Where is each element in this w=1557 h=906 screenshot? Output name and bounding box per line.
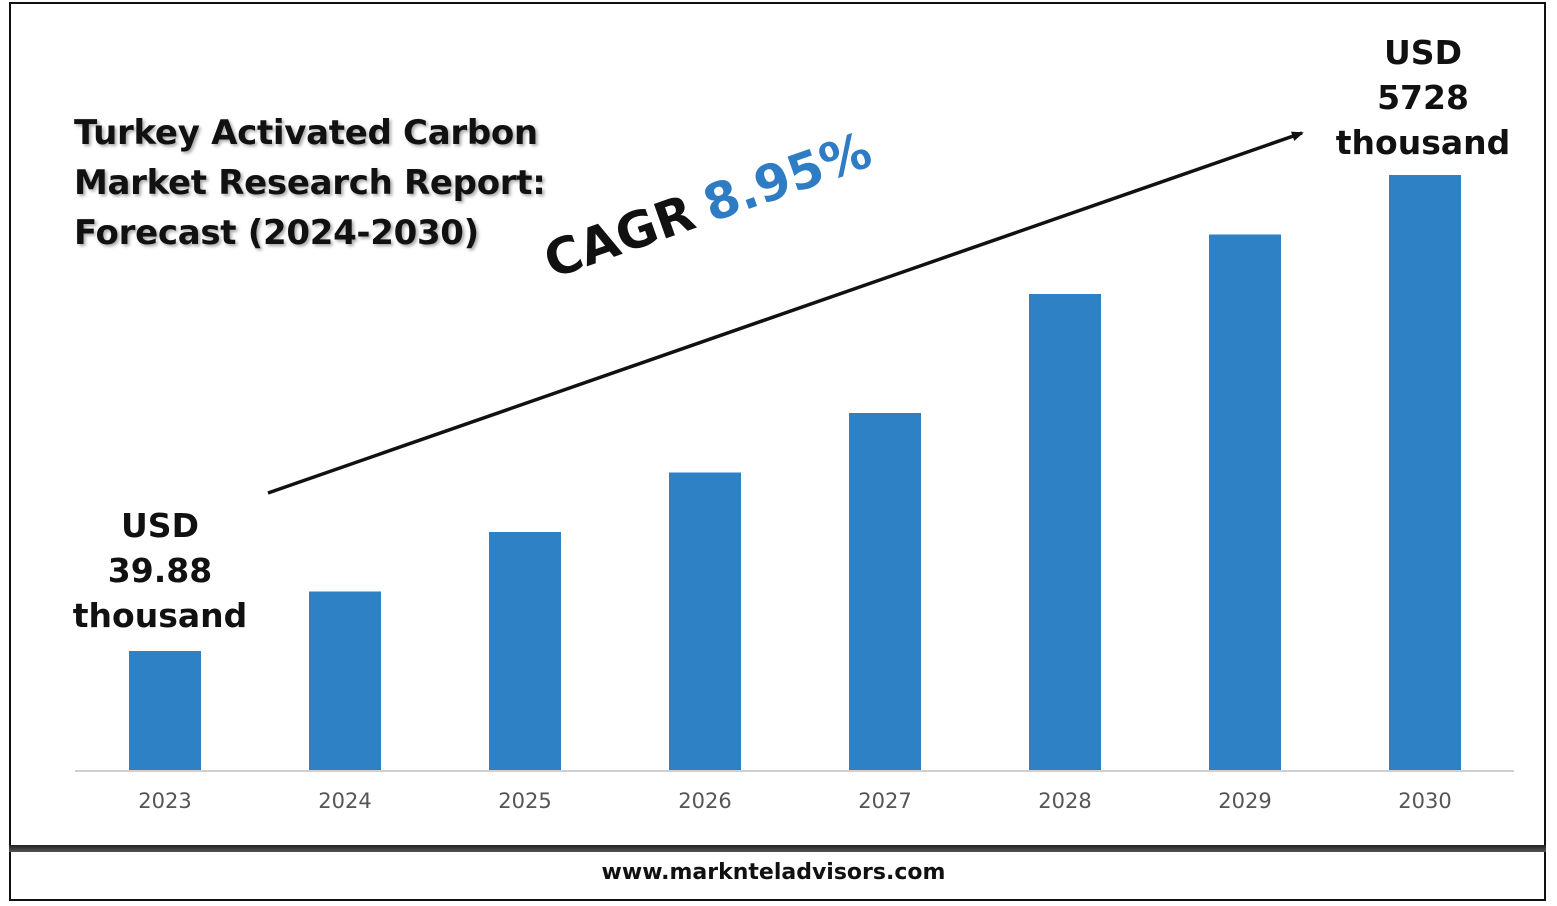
x-tick-2027: 2027	[858, 789, 911, 813]
title-line-1: Turkey Activated Carbon	[74, 113, 538, 153]
end-value-callout: USD 5728 thousand	[1323, 30, 1523, 165]
end-callout-unit: thousand	[1335, 123, 1511, 162]
x-tick-2026: 2026	[678, 789, 731, 813]
x-tick-2025: 2025	[498, 789, 551, 813]
title-line-2: Market Research Report:	[74, 163, 546, 203]
x-tick-2028: 2028	[1038, 789, 1091, 813]
bar-2027	[849, 413, 921, 770]
x-tick-2030: 2030	[1398, 789, 1451, 813]
end-callout-value: 5728	[1377, 78, 1469, 117]
start-callout-currency: USD	[121, 506, 199, 545]
title-line-3: Forecast (2024-2030)	[74, 213, 479, 253]
footer-divider	[9, 845, 1546, 852]
start-callout-value: 39.88	[107, 551, 213, 590]
bars-group	[129, 175, 1461, 770]
x-tick-labels: 2023 2024 2025 2026 2027 2028 2029 2030	[138, 789, 1451, 813]
cagr-arrow	[267, 131, 1304, 495]
start-callout-unit: thousand	[72, 596, 248, 635]
bar-2030	[1389, 175, 1461, 770]
x-tick-2024: 2024	[318, 789, 371, 813]
bar-2028	[1029, 294, 1101, 770]
bar-2026	[669, 472, 741, 770]
start-value-callout: USD 39.88 thousand	[60, 503, 260, 638]
bar-2025	[489, 532, 561, 770]
bar-2024	[309, 591, 381, 770]
x-tick-2029: 2029	[1218, 789, 1271, 813]
x-tick-2023: 2023	[138, 789, 191, 813]
chart-frame	[9, 2, 1546, 901]
bar-2029	[1209, 234, 1281, 770]
footer: www.markntel​advisors.com	[0, 860, 1557, 885]
chart-title: Turkey Activated Carbon Market Research …	[74, 108, 594, 258]
footer-url[interactable]: www.markntel​advisors.com	[601, 860, 946, 885]
bar-2023	[129, 651, 201, 770]
end-callout-currency: USD	[1384, 33, 1462, 72]
